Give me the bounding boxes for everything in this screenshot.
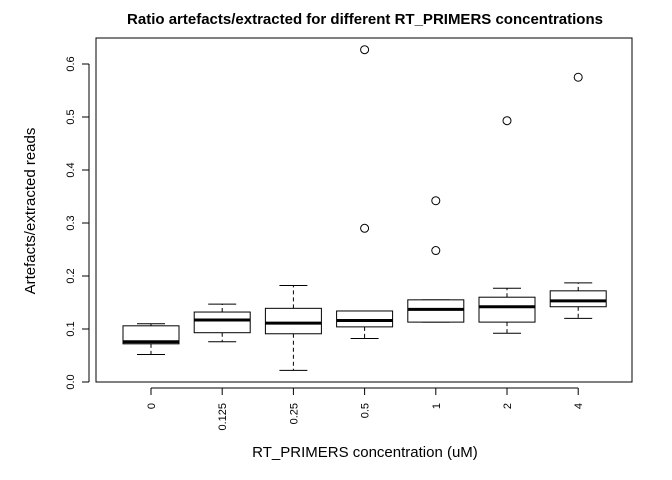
box-2: [478, 116, 536, 334]
y-axis-label: Artefacts/extracted reads: [22, 128, 39, 295]
box-0.125: [193, 303, 251, 343]
box-iqr: [193, 311, 251, 334]
y-tick-label: 0.3: [65, 215, 77, 230]
box-0.5: [336, 45, 394, 340]
y-tick-label: 0.0: [65, 374, 77, 389]
box-1: [407, 196, 465, 323]
y-tick-label: 0.2: [65, 268, 77, 283]
x-tick-label: 2: [502, 403, 514, 409]
y-tick-label: 0.6: [65, 56, 77, 71]
box-iqr: [478, 296, 536, 323]
outlier-point: [431, 246, 441, 256]
outlier-point: [431, 196, 441, 206]
boxes-group: [122, 45, 607, 371]
y-tick-label: 0.1: [65, 321, 77, 336]
x-tick-label: 0.25: [288, 403, 300, 424]
outlier-point: [502, 116, 512, 126]
outlier-point: [360, 45, 370, 55]
box-0: [122, 323, 180, 355]
x-axis-label: RT_PRIMERS concentration (uM): [252, 444, 478, 461]
y-axis: 0.0 0.1 0.2 0.3 0.4 0.5 0.6: [65, 56, 90, 390]
box-4: [549, 72, 607, 319]
box-iqr: [407, 299, 465, 323]
box-iqr: [264, 307, 322, 335]
y-tick-label: 0.5: [65, 109, 77, 124]
x-tick-label: 4: [573, 403, 585, 409]
x-axis: 0 0.125 0.25 0.5 1 2 4: [146, 387, 585, 431]
y-tick-label: 0.4: [65, 162, 77, 177]
plot-frame: [95, 37, 633, 383]
box-0.25: [264, 285, 322, 371]
x-tick-label: 1: [431, 403, 443, 409]
x-tick-label: 0.125: [217, 403, 229, 431]
x-tick-label: 0.5: [360, 403, 372, 418]
outlier-point: [573, 72, 583, 82]
outlier-point: [360, 223, 370, 233]
box-iqr: [549, 290, 607, 308]
box-iqr: [336, 310, 394, 328]
chart-title: Ratio artefacts/extracted for different …: [127, 11, 603, 28]
box-iqr: [122, 325, 180, 345]
x-tick-label: 0: [146, 403, 158, 409]
